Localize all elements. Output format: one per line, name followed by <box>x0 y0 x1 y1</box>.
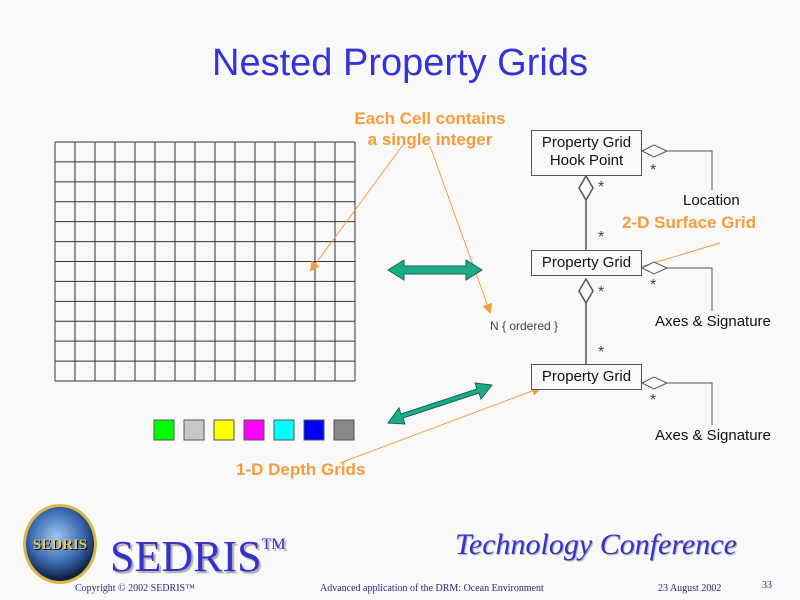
property-grid-1d-box: Property Grid <box>531 364 642 390</box>
multiplicity: * <box>598 179 605 196</box>
multiplicity: * <box>650 162 657 179</box>
each-cell-line1: Each Cell contains <box>354 109 506 128</box>
property-grid-2d-box: Property Grid <box>531 250 642 276</box>
depth-grids-label: 1-D Depth Grids <box>236 460 366 479</box>
hook-point-line2: Hook Point <box>549 152 624 169</box>
axes-signature-label-2: Axes & Signature <box>655 427 771 444</box>
multiplicity: * <box>650 392 657 409</box>
ordered-label: N { ordered } <box>490 319 559 333</box>
multiplicity: * <box>650 277 657 294</box>
double-arrow-horizontal <box>387 259 483 281</box>
ordered-arrow <box>429 145 492 314</box>
slide-title: Nested Property Grids <box>212 42 588 84</box>
page-number: 33 <box>762 580 772 591</box>
multiplicity: * <box>598 344 605 361</box>
color-swatch <box>153 419 175 441</box>
color-swatch <box>333 419 355 441</box>
surface-grid-label: 2-D Surface Grid <box>622 213 757 232</box>
sedris-brand: SEDRISTM <box>110 520 286 582</box>
depth-grid-arrow <box>339 386 542 464</box>
color-swatch <box>303 419 325 441</box>
multiplicity: * <box>598 284 605 301</box>
double-arrow-diagonal <box>387 382 493 425</box>
color-swatches <box>153 419 355 441</box>
copyright: Copyright © 2002 SEDRIS™ <box>75 583 195 594</box>
each-cell-line2: a single integer <box>367 130 493 149</box>
footer-date: 23 August 2002 <box>658 583 722 594</box>
hook-point-box: Property Grid Hook Point <box>531 130 642 176</box>
2d-grid <box>54 141 356 382</box>
location-label: Location <box>683 192 740 209</box>
surface-grid-arrow <box>628 242 721 273</box>
color-swatch <box>243 419 265 441</box>
conference-title: Technology Conference <box>455 528 737 561</box>
axes-signature-label-1: Axes & Signature <box>655 313 771 330</box>
hook-point-line1: Property Grid <box>541 134 632 151</box>
uml-connectors <box>578 144 713 425</box>
brand-text: SEDRIS <box>110 532 262 581</box>
each-cell-annotation: Each Cell contains a single integer <box>330 108 530 150</box>
color-swatch <box>213 419 235 441</box>
trademark: TM <box>261 536 286 553</box>
multiplicity: * <box>598 229 605 246</box>
color-swatch <box>273 419 295 441</box>
logo-text: SEDRIS <box>32 537 88 553</box>
cell-arrow <box>309 141 406 272</box>
color-swatch <box>183 419 205 441</box>
footer-subtitle: Advanced application of the DRM: Ocean E… <box>320 583 544 594</box>
sedris-globe-logo: SEDRIS <box>23 504 97 584</box>
